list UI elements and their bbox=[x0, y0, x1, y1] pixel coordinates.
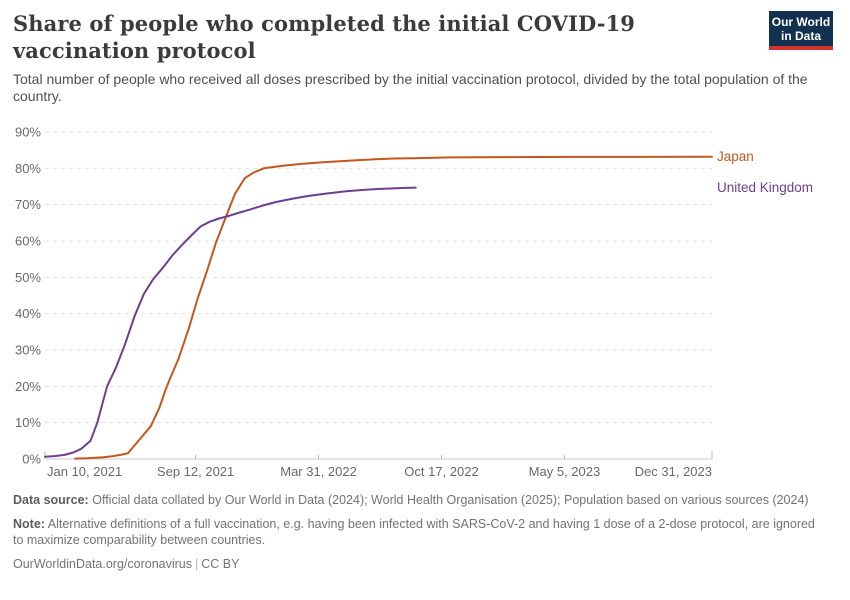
legend-label-united-kingdom[interactable]: United Kingdom bbox=[717, 180, 813, 195]
note-label: Note: bbox=[13, 517, 45, 531]
owid-logo-line2: in Data bbox=[780, 29, 821, 43]
x-axis-label: May 5, 2023 bbox=[529, 464, 601, 479]
data-source-text: Official data collated by Our World in D… bbox=[92, 493, 809, 507]
citation-line: OurWorldinData.org/coronavirus | CC BY bbox=[13, 556, 825, 572]
line-chart-canvas[interactable]: 0% 10% 20% 30% 40% 50% 60% 70% 80% 90% Jan 10, 202… bbox=[0, 120, 850, 493]
citation-license: CC BY bbox=[201, 557, 240, 571]
citation-link[interactable]: OurWorldinData.org/coronavirus bbox=[13, 557, 193, 571]
y-axis-label: 50% bbox=[15, 270, 41, 285]
chart-subtitle: Total number of people who received all … bbox=[13, 71, 808, 104]
x-axis-label: Mar 31, 2022 bbox=[280, 464, 357, 479]
owid-logo-text: Our World in Data bbox=[769, 11, 833, 46]
owid-logo-line1: Our World bbox=[771, 15, 831, 29]
citation-divider: | bbox=[195, 557, 199, 571]
x-axis-label: Oct 17, 2022 bbox=[404, 464, 478, 479]
y-axis-label: 80% bbox=[15, 161, 41, 176]
note-text: Alternative definitions of a full vaccin… bbox=[13, 517, 815, 547]
y-axis-label: 20% bbox=[15, 379, 41, 394]
series-line-united-kingdom[interactable] bbox=[44, 186, 417, 458]
y-axis-label: 70% bbox=[15, 197, 41, 212]
y-axis-label: 0% bbox=[22, 452, 41, 467]
page-title: Share of people who completed the initia… bbox=[13, 11, 635, 64]
y-axis-label: 30% bbox=[15, 343, 41, 358]
y-axis-label: 10% bbox=[15, 415, 41, 430]
y-axis-label: 60% bbox=[15, 234, 41, 249]
chart-footer: Data source: Official data collated by O… bbox=[13, 492, 825, 580]
series-line-japan[interactable] bbox=[74, 155, 713, 460]
x-axis-label: Dec 31, 2023 bbox=[635, 464, 712, 479]
legend-label-japan[interactable]: Japan bbox=[717, 149, 754, 164]
x-axis-label: Jan 10, 2021 bbox=[47, 464, 122, 479]
owid-logo-red-stripe bbox=[769, 46, 833, 50]
note-line: Note: Alternative definitions of a full … bbox=[13, 516, 825, 548]
data-source-label: Data source: bbox=[13, 493, 89, 507]
y-axis-label: 90% bbox=[15, 125, 41, 140]
y-axis-label: 40% bbox=[15, 306, 41, 321]
data-source-line: Data source: Official data collated by O… bbox=[13, 492, 825, 508]
owid-logo[interactable]: Our World in Data bbox=[769, 11, 833, 50]
x-axis-label: Sep 12, 2021 bbox=[157, 464, 234, 479]
